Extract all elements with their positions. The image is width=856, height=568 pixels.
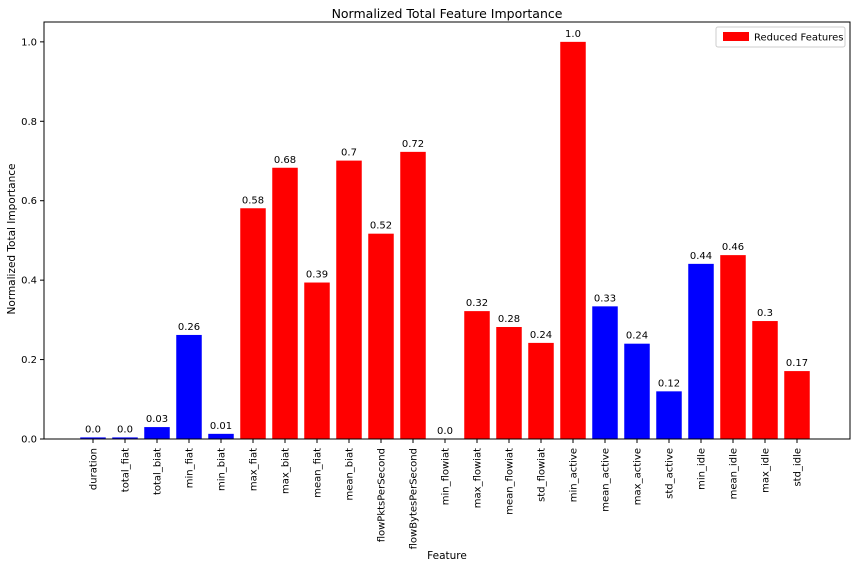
bar-value-label: 0.7 bbox=[341, 148, 357, 159]
bar-flowBytesPerSecond bbox=[400, 151, 426, 439]
x-tick-label: flowPktsPerSecond bbox=[377, 448, 388, 542]
x-tick-label: max_biat bbox=[281, 448, 292, 494]
bar-value-label: 0.72 bbox=[402, 139, 424, 150]
bar-max_fiat bbox=[240, 208, 266, 439]
bar-value-label: 0.3 bbox=[757, 308, 773, 319]
legend-label: Reduced Features bbox=[754, 33, 844, 44]
x-axis-label: Feature bbox=[427, 550, 467, 562]
bar-value-label: 0.58 bbox=[242, 195, 264, 206]
y-tick-label: 0.2 bbox=[21, 355, 37, 366]
bar-max_flowiat bbox=[464, 311, 490, 439]
bar-value-label: 0.03 bbox=[146, 414, 168, 425]
plot-frame bbox=[43, 21, 851, 440]
legend: Reduced Features bbox=[715, 26, 846, 48]
bar-mean_biat bbox=[336, 160, 362, 440]
bar-mean_fiat bbox=[304, 282, 330, 439]
bar-min_biat bbox=[208, 433, 234, 439]
bar-min_fiat bbox=[176, 334, 202, 439]
chart-title: Normalized Total Feature Importance bbox=[332, 6, 563, 21]
bar-mean_active bbox=[592, 306, 618, 439]
x-tick-label: mean_fiat bbox=[313, 448, 324, 498]
x-tick-label: total_biat bbox=[153, 448, 164, 495]
y-tick-label: 0.8 bbox=[21, 117, 37, 128]
x-tick-label: std_idle bbox=[793, 448, 804, 487]
x-tick-label: std_flowiat bbox=[537, 448, 548, 502]
x-tick-label: min_active bbox=[569, 448, 580, 502]
bar-std_active bbox=[656, 391, 682, 439]
bar-value-label: 0.32 bbox=[466, 298, 488, 309]
x-tick-label: min_fiat bbox=[185, 448, 196, 488]
x-tick-label: min_biat bbox=[217, 448, 228, 491]
x-tick-label: total_fiat bbox=[121, 448, 132, 492]
bar-mean_idle bbox=[720, 255, 746, 439]
y-axis-label: Normalized Total Importance bbox=[6, 164, 18, 315]
bar-value-label: 0.26 bbox=[178, 322, 200, 333]
bar-value-label: 0.24 bbox=[626, 331, 648, 342]
bar-labels-group: 0.0 0.0 0.03 0.26 0.01 0.58 0.68 0.39 0.7 0.52 0.7… bbox=[85, 29, 808, 437]
bar-value-label: 0.68 bbox=[274, 155, 296, 166]
x-tick-label: max_active bbox=[633, 448, 644, 505]
y-axis: 0.0 0.2 0.4 0.6 0.8 1.0 bbox=[21, 37, 44, 446]
bar-std_idle bbox=[784, 371, 810, 439]
bar-value-label: 0.24 bbox=[530, 330, 552, 341]
bar-max_active bbox=[624, 343, 650, 439]
bar-value-label: 0.28 bbox=[498, 314, 520, 325]
bar-total_biat bbox=[144, 427, 170, 439]
y-tick-label: 1.0 bbox=[21, 37, 37, 48]
bar-total_fiat bbox=[112, 437, 138, 439]
x-tick-label: flowBytesPerSecond bbox=[409, 448, 420, 549]
bar-value-label: 0.0 bbox=[117, 424, 133, 435]
x-axis: duration total_fiat total_biat min_fiat min_… bbox=[89, 439, 804, 549]
bar-mean_flowiat bbox=[496, 327, 522, 439]
legend-swatch bbox=[723, 32, 749, 41]
x-tick-label: mean_idle bbox=[729, 448, 740, 499]
bar-value-label: 1.0 bbox=[565, 29, 581, 40]
x-tick-label: duration bbox=[89, 448, 100, 490]
x-tick-label: max_flowiat bbox=[473, 448, 484, 508]
bar-value-label: 0.46 bbox=[722, 242, 744, 253]
y-tick-label: 0.4 bbox=[21, 276, 37, 287]
bar-value-label: 0.44 bbox=[690, 251, 712, 262]
x-tick-label: mean_active bbox=[601, 448, 612, 512]
bars-group bbox=[80, 41, 810, 440]
bar-flowPktsPerSecond bbox=[368, 233, 394, 439]
x-tick-label: min_idle bbox=[697, 448, 708, 490]
bar-value-label: 0.39 bbox=[306, 270, 328, 281]
bar-value-label: 0.0 bbox=[437, 426, 453, 437]
bar-value-label: 0.12 bbox=[658, 378, 680, 389]
bar-value-label: 0.52 bbox=[370, 221, 392, 232]
x-tick-label: mean_biat bbox=[345, 448, 356, 501]
bar-duration bbox=[80, 437, 106, 439]
y-tick-label: 0.6 bbox=[21, 196, 37, 207]
y-tick-label: 0.0 bbox=[21, 435, 37, 446]
x-tick-label: mean_flowiat bbox=[505, 448, 516, 515]
bar-max_biat bbox=[272, 167, 298, 439]
bar-value-label: 0.33 bbox=[594, 293, 616, 304]
x-tick-label: max_fiat bbox=[249, 448, 260, 491]
bar-value-label: 0.01 bbox=[210, 421, 232, 432]
bar-value-label: 0.0 bbox=[85, 424, 101, 435]
bar-value-label: 0.17 bbox=[786, 358, 808, 369]
x-tick-label: min_flowiat bbox=[441, 448, 452, 505]
bar-std_flowiat bbox=[528, 342, 554, 439]
x-tick-label: max_idle bbox=[761, 448, 772, 493]
bar-min_idle bbox=[688, 263, 714, 439]
bar-min_active bbox=[560, 41, 586, 439]
bar-max_idle bbox=[752, 321, 778, 439]
x-tick-label: std_active bbox=[665, 448, 676, 499]
